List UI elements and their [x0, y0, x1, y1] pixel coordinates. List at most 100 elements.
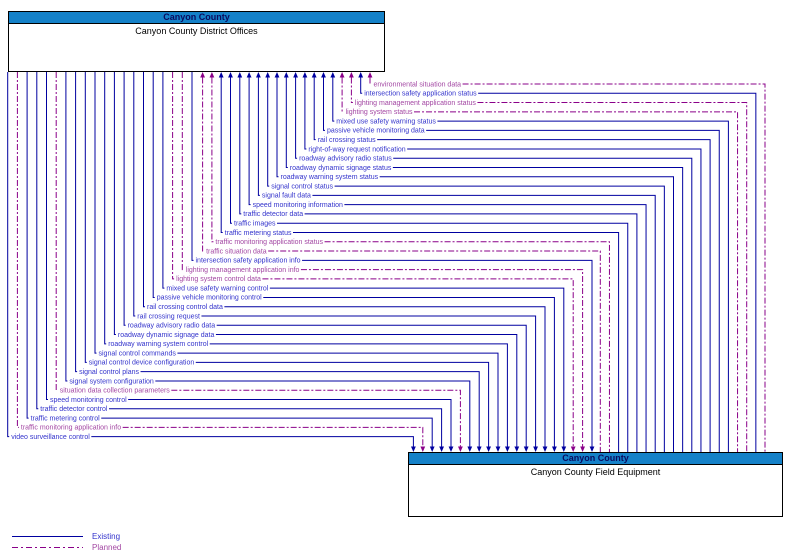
- flow-left-segment: [276, 77, 279, 178]
- flow-right-segment: [407, 148, 702, 452]
- legend-planned-row: Planned: [12, 542, 121, 553]
- field-equipment-box-title: Canyon County Field Equipment: [530, 467, 661, 477]
- flow-right-segment: [128, 399, 452, 447]
- arrowhead-up-icon: [265, 72, 271, 78]
- flow-left-segment: [65, 72, 68, 382]
- flow-right-segment: [377, 139, 711, 452]
- arrowhead-down-icon: [523, 446, 529, 452]
- flow-left-segment: [7, 72, 10, 438]
- flow-label[interactable]: roadway dynamic signage data: [118, 332, 215, 339]
- flow-label[interactable]: roadway advisory radio status: [299, 156, 392, 163]
- flow-label[interactable]: traffic situation data: [206, 248, 267, 255]
- flow-signal-system-configuration: signal system configuration: [65, 72, 473, 452]
- flow-label[interactable]: environmental situation data: [374, 81, 462, 88]
- flow-label[interactable]: signal control status: [271, 183, 333, 190]
- flow-label[interactable]: signal control plans: [79, 369, 139, 376]
- flow-label[interactable]: rail crossing control data: [147, 304, 223, 311]
- flow-left-segment: [323, 77, 325, 131]
- flow-label[interactable]: rail crossing status: [318, 137, 376, 144]
- arrowhead-down-icon: [552, 446, 557, 452]
- flow-label[interactable]: signal control commands: [99, 350, 177, 357]
- flow-label[interactable]: passive vehicle monitoring data: [327, 128, 425, 135]
- flow-right-segment: [414, 111, 739, 452]
- flow-roadway-warning-system-status: roadway warning system status: [274, 72, 674, 452]
- flow-label[interactable]: lighting management application info: [186, 267, 300, 274]
- flow-traffic-metering-control: traffic metering control: [26, 72, 435, 452]
- flow-label[interactable]: video surveillance control: [11, 434, 90, 441]
- flow-label[interactable]: traffic detector data: [243, 211, 303, 218]
- flow-left-segment: [84, 72, 87, 363]
- flow-left-segment: [191, 72, 194, 261]
- flow-label[interactable]: situation data collection parameters: [60, 388, 171, 395]
- flow-label[interactable]: traffic metering status: [225, 230, 292, 237]
- arrowhead-up-icon: [237, 72, 243, 78]
- flow-passive-vehicle-monitoring-data: passive vehicle monitoring data: [321, 72, 720, 452]
- flow-right-segment: [101, 417, 433, 447]
- flow-left-segment: [55, 72, 58, 391]
- flow-right-segment: [300, 269, 584, 447]
- flow-label[interactable]: lighting system status: [346, 109, 413, 116]
- flow-label[interactable]: speed monitoring control: [50, 397, 127, 404]
- flow-right-segment: [312, 194, 656, 452]
- flow-label[interactable]: roadway advisory radio data: [128, 323, 216, 330]
- arrowhead-down-icon: [561, 446, 567, 452]
- flow-label[interactable]: mixed use safety warning control: [166, 285, 268, 292]
- arrowhead-up-icon: [311, 72, 317, 78]
- flow-roadway-dynamic-signage-data: roadway dynamic signage data: [113, 72, 520, 452]
- district-offices-box[interactable]: Canyon County Canyon County District Off…: [8, 11, 385, 72]
- flow-signal-control-device-configuration: signal control device configuration: [84, 72, 491, 452]
- flow-mixed-use-safety-warning-status: mixed use safety warning status: [330, 72, 729, 452]
- flow-right-segment: [292, 231, 620, 452]
- flow-label[interactable]: speed monitoring information: [253, 202, 343, 209]
- flow-label[interactable]: lighting management application status: [355, 100, 477, 107]
- arrowhead-down-icon: [476, 446, 482, 452]
- flow-label[interactable]: signal control device configuration: [89, 360, 195, 367]
- flow-label[interactable]: right-of-way request notification: [308, 146, 405, 153]
- flow-label[interactable]: intersection safety application status: [364, 91, 477, 98]
- flow-label[interactable]: rail crossing request: [137, 313, 200, 320]
- flow-label[interactable]: traffic metering control: [31, 415, 101, 422]
- flow-label[interactable]: roadway warning system status: [281, 174, 379, 181]
- flow-rail-crossing-control-data: rail crossing control data: [143, 72, 548, 452]
- flow-right-segment: [379, 176, 674, 452]
- flow-label[interactable]: mixed use safety warning status: [336, 118, 436, 125]
- flow-left-segment: [46, 72, 48, 401]
- arrowhead-down-icon: [505, 446, 510, 452]
- flow-label[interactable]: signal fault data: [262, 193, 311, 200]
- flow-mixed-use-safety-warning-control: mixed use safety warning control: [162, 72, 567, 452]
- flow-speed-monitoring-control: speed monitoring control: [46, 72, 454, 452]
- flow-left-segment: [369, 77, 372, 85]
- flow-left-segment: [304, 77, 307, 150]
- flow-left-segment: [104, 72, 107, 345]
- flow-left-segment: [202, 77, 205, 252]
- arrowhead-down-icon: [448, 446, 454, 452]
- flow-right-segment: [177, 352, 499, 447]
- flow-label[interactable]: traffic images: [234, 221, 276, 228]
- flow-signal-control-commands: signal control commands: [94, 72, 501, 452]
- field-equipment-box[interactable]: Canyon County Canyon County Field Equipm…: [408, 452, 783, 517]
- flow-label[interactable]: roadway dynamic signage status: [290, 165, 392, 172]
- flow-label[interactable]: signal system configuration: [69, 378, 154, 385]
- flow-label[interactable]: traffic monitoring application status: [215, 239, 323, 246]
- flow-left-segment: [26, 72, 29, 419]
- flow-right-segment: [263, 296, 555, 447]
- flow-right-segment: [478, 92, 757, 452]
- flow-label[interactable]: intersection safety application info: [196, 258, 301, 265]
- flow-left-segment: [211, 77, 214, 243]
- flow-label[interactable]: traffic detector control: [40, 406, 108, 413]
- flow-left-segment: [16, 72, 19, 428]
- flow-label[interactable]: lighting system control data: [176, 276, 261, 283]
- flow-label[interactable]: traffic monitoring application info: [21, 425, 121, 432]
- flow-rail-crossing-request: rail crossing request: [133, 72, 538, 452]
- flow-label[interactable]: roadway warning system control: [108, 341, 208, 348]
- arrowhead-up-icon: [209, 72, 215, 78]
- arrowhead-up-icon: [293, 72, 298, 78]
- arrowhead-up-icon: [283, 72, 289, 78]
- flow-right-of-way-request-notification: right-of-way request notification: [302, 72, 702, 452]
- flow-traffic-metering-status: traffic metering status: [218, 72, 620, 452]
- flow-left-segment: [143, 72, 145, 308]
- arrowhead-down-icon: [467, 446, 473, 452]
- flow-left-segment: [181, 72, 184, 271]
- flow-label[interactable]: passive vehicle monitoring control: [157, 295, 262, 302]
